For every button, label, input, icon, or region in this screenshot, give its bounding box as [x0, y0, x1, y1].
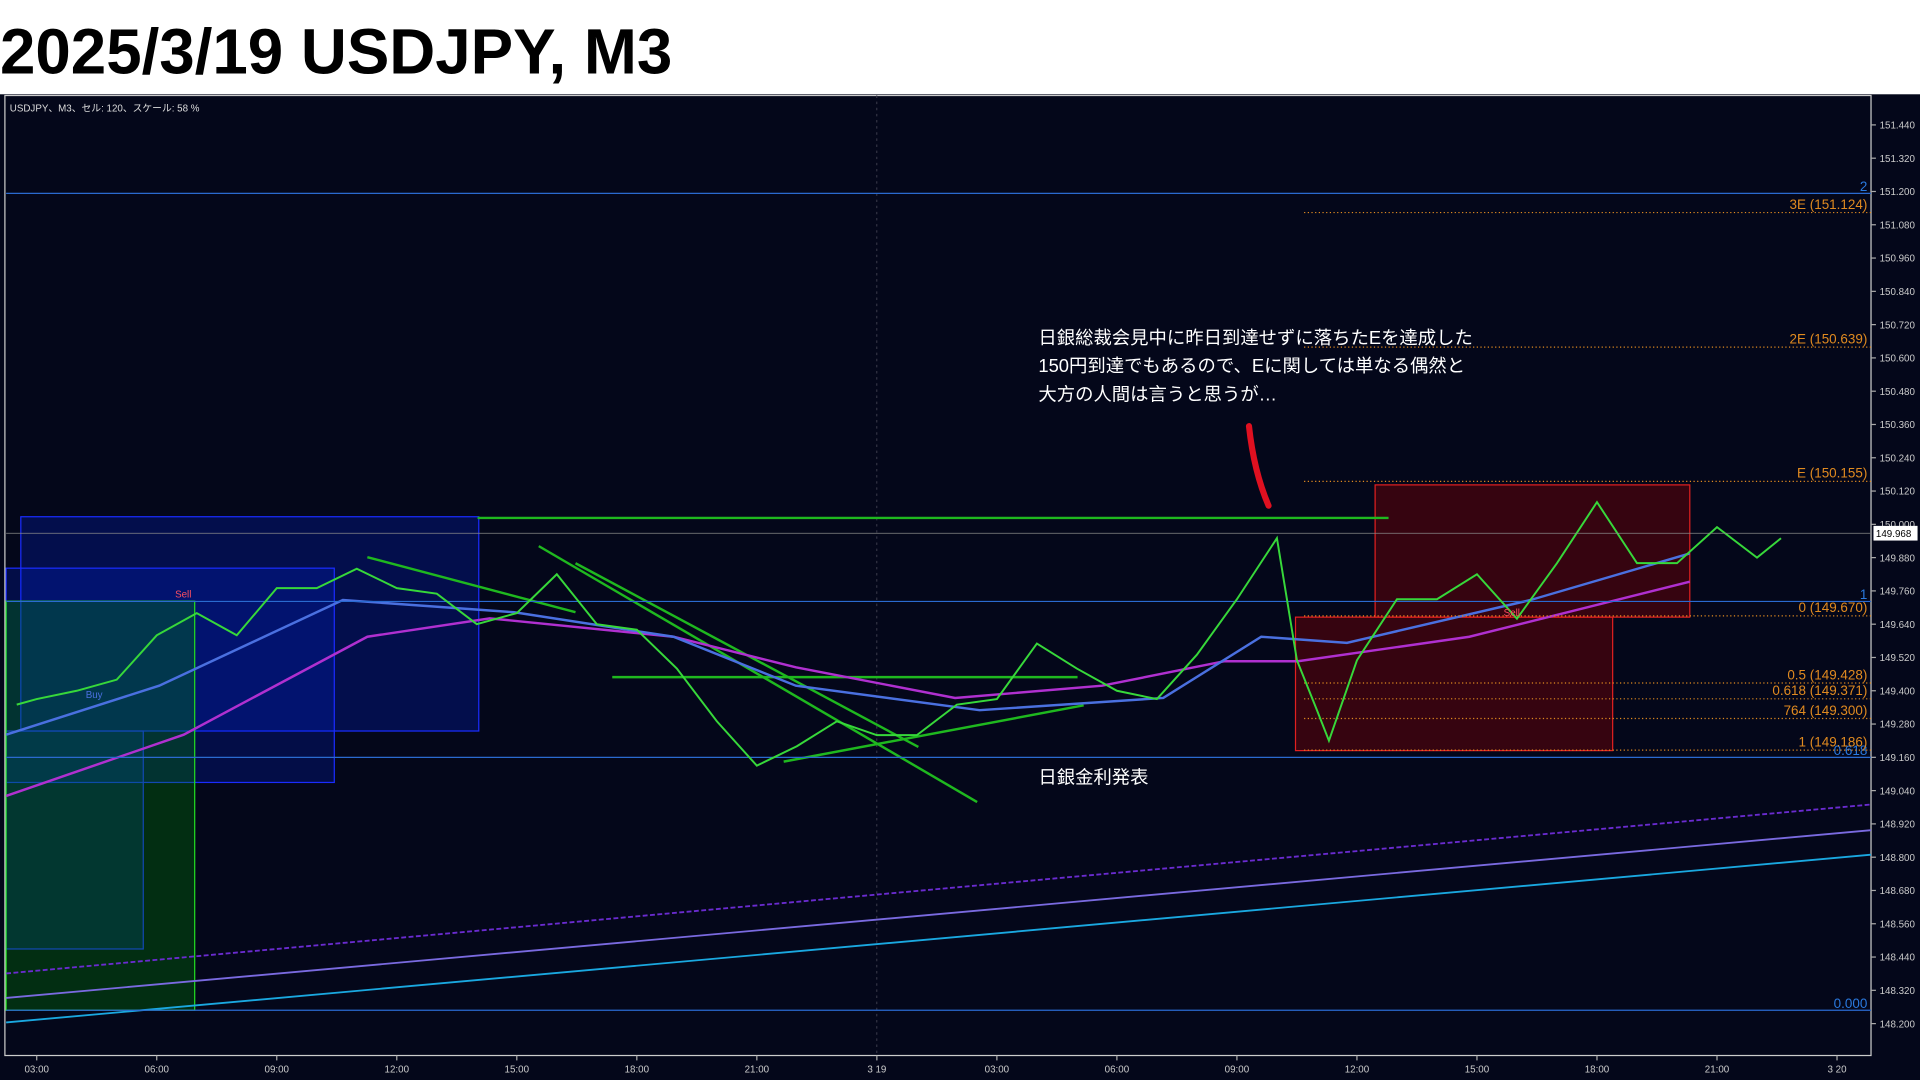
current-price-label: 149.968 — [1876, 529, 1912, 540]
zone — [1294, 616, 1614, 752]
x-tick-label: 18:00 — [625, 1065, 650, 1076]
moving-average — [5, 552, 1691, 736]
trend-line — [783, 704, 1084, 763]
level-label: 0.618 — [1834, 743, 1868, 758]
x-tick-label: 09:00 — [265, 1065, 290, 1076]
x-tick-label: 18:00 — [1585, 1065, 1610, 1076]
zone — [5, 730, 144, 950]
y-tick-label: 150.000 — [1880, 520, 1916, 531]
y-tick-label: 148.200 — [1880, 1019, 1916, 1030]
y-tick-label: 149.520 — [1880, 653, 1916, 664]
y-tick-label: 150.720 — [1880, 320, 1916, 331]
fib-label: 2E (150.639) — [1790, 331, 1868, 346]
y-tick-label: 149.280 — [1880, 720, 1916, 731]
fib-label: 0.5 (149.428) — [1787, 667, 1867, 682]
trend-lines — [367, 516, 1389, 804]
y-tick-label: 148.320 — [1880, 986, 1916, 997]
fib-label: 0.618 (149.371) — [1772, 683, 1867, 698]
x-tick-label: 3 20 — [1827, 1065, 1847, 1076]
y-tick-label: 150.480 — [1880, 387, 1916, 398]
x-tick-label: 09:00 — [1225, 1065, 1250, 1076]
fib-label: 0 (149.670) — [1799, 600, 1868, 615]
channel-line — [6, 829, 1872, 999]
x-tick-label: 3 19 — [867, 1065, 886, 1076]
trend-line — [538, 545, 978, 804]
channel-line — [6, 853, 1872, 1024]
y-tick-label: 148.920 — [1880, 820, 1916, 831]
signal-label: Sell — [175, 590, 191, 601]
fib-label: 3E (151.124) — [1790, 197, 1868, 212]
fib-label: 1 (149.186) — [1799, 734, 1868, 749]
y-tick-label: 149.400 — [1880, 686, 1916, 697]
y-tick-label: 149.640 — [1880, 620, 1916, 631]
y-tick-label: 150.960 — [1880, 254, 1916, 265]
zone — [5, 567, 335, 784]
current-price-tag — [1873, 525, 1918, 541]
annotation: 日銀総裁会見中に昨日到達せずに落ちたEを達成した — [1038, 327, 1473, 348]
y-tick-label: 149.040 — [1880, 786, 1916, 797]
level-label: 0.000 — [1834, 996, 1868, 1011]
y-tick-label: 149.880 — [1880, 553, 1916, 564]
x-tick-label: 12:00 — [385, 1065, 410, 1076]
y-tick-label: 151.200 — [1880, 187, 1916, 198]
trend-line — [367, 555, 576, 614]
x-tick-label: 21:00 — [745, 1065, 770, 1076]
zone — [20, 516, 480, 732]
level-label: 1 — [1860, 587, 1867, 602]
y-tick-label: 148.680 — [1880, 886, 1916, 897]
annotation: 150円到達でもあるので、Eに関しては単なる偶然と — [1038, 355, 1465, 376]
moving-average — [5, 580, 1691, 798]
y-tick-label: 148.440 — [1880, 953, 1916, 964]
y-tick-label: 150.120 — [1880, 487, 1916, 498]
annotation: 日銀金利発表 — [1038, 767, 1148, 788]
plot-frame — [4, 94, 1872, 1057]
fib-label: 764 (149.300) — [1784, 703, 1868, 718]
zone — [5, 600, 196, 1011]
x-tick-label: 15:00 — [505, 1065, 530, 1076]
y-tick-label: 151.320 — [1880, 154, 1916, 165]
y-tick-label: 151.080 — [1880, 220, 1916, 231]
y-tick-label: 150.360 — [1880, 420, 1916, 431]
channel-line — [6, 803, 1872, 975]
signal-label: Sell — [1504, 608, 1520, 619]
fib-label: E (150.155) — [1797, 466, 1867, 481]
chart-title: 2025/3/19 USDJPY, M3 — [0, 16, 672, 87]
y-tick-label: 148.560 — [1880, 919, 1916, 930]
annotation: 大方の人間は言うと思うが… — [1038, 383, 1277, 404]
x-tick-label: 06:00 — [1105, 1065, 1130, 1076]
x-tick-label: 12:00 — [1345, 1065, 1370, 1076]
y-tick-label: 150.840 — [1880, 287, 1916, 298]
y-tick-label: 149.760 — [1880, 587, 1916, 598]
y-tick-label: 150.600 — [1880, 354, 1916, 365]
y-tick-label: 148.800 — [1880, 853, 1916, 864]
y-tick-label: 150.240 — [1880, 453, 1916, 464]
signal-label: Buy — [86, 690, 103, 701]
y-tick-label: 151.440 — [1880, 121, 1916, 132]
level-label: 2 — [1860, 179, 1867, 194]
channel-lines — [6, 803, 1872, 1024]
zones — [5, 484, 1691, 1011]
y-tick-label: 149.160 — [1880, 753, 1916, 764]
x-tick-label: 21:00 — [1705, 1065, 1730, 1076]
chart-header: USDJPY、M3、セル: 120、スケール: 58 % — [10, 102, 200, 114]
marker-stroke — [1245, 423, 1272, 509]
x-tick-label: 15:00 — [1465, 1065, 1490, 1076]
x-tick-label: 03:00 — [985, 1065, 1010, 1076]
x-tick-label: 06:00 — [145, 1065, 170, 1076]
price-line — [16, 500, 1782, 767]
x-tick-label: 03:00 — [24, 1065, 49, 1076]
